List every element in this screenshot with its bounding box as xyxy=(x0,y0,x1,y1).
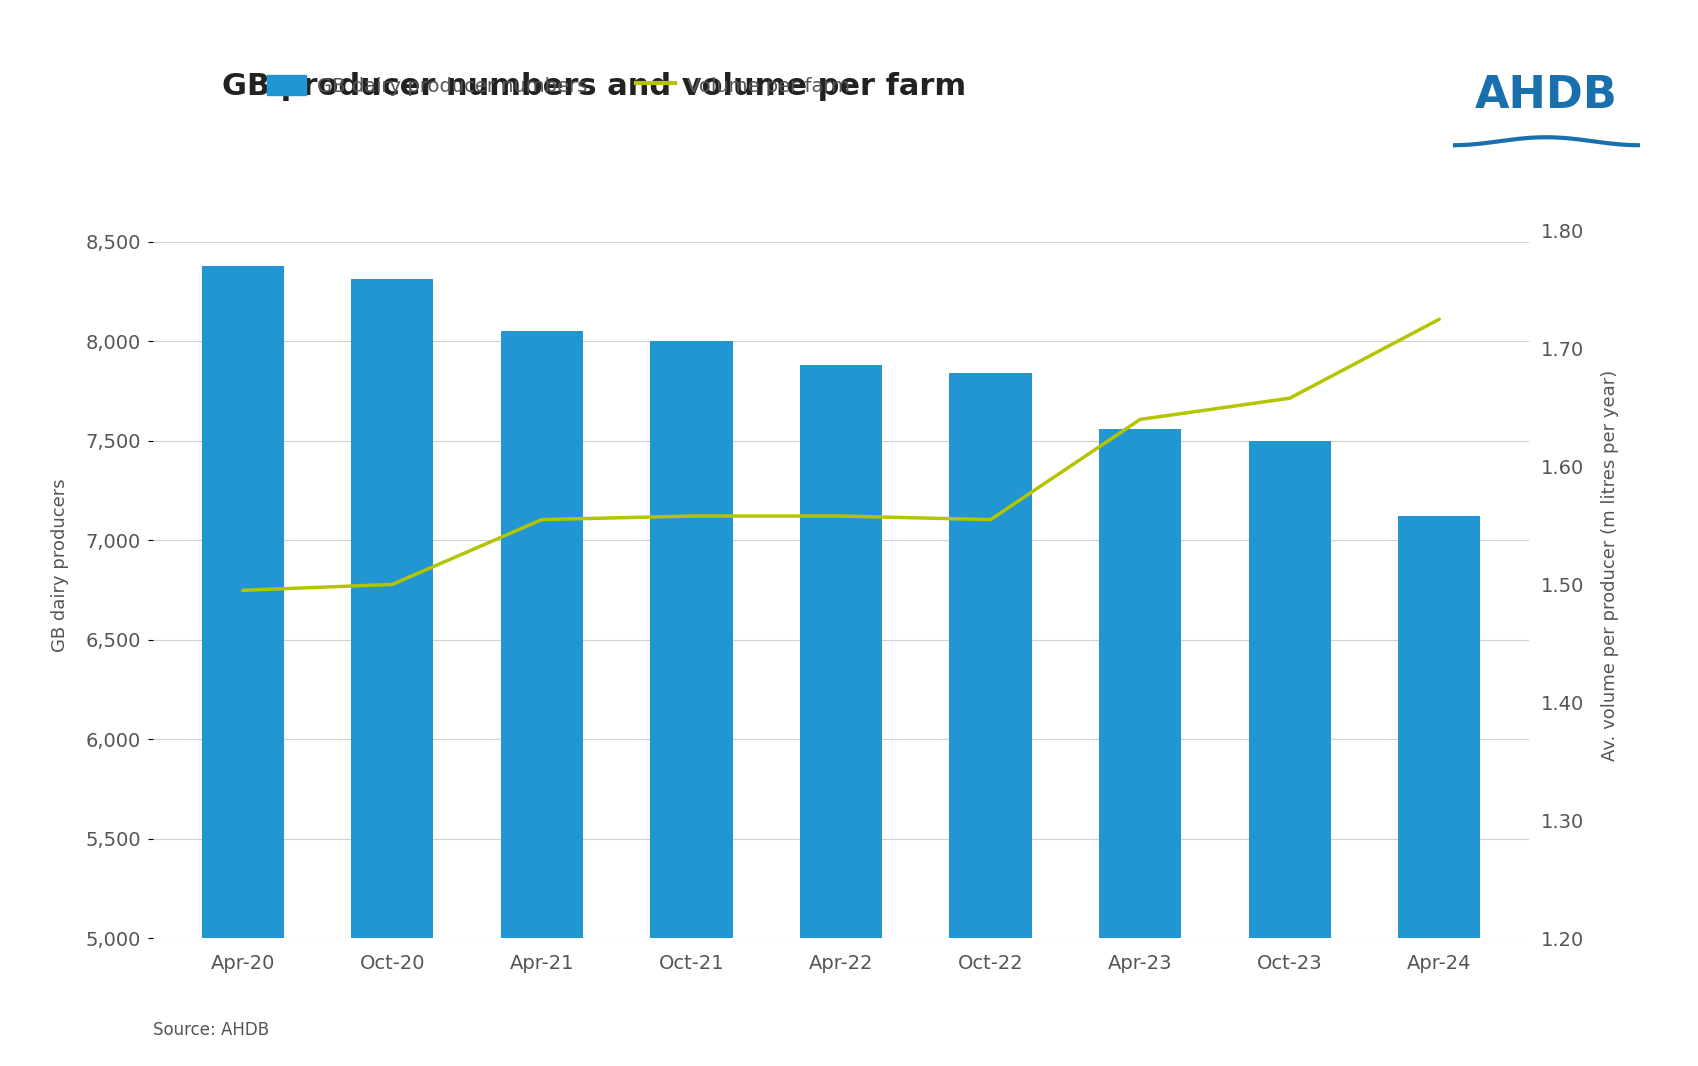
Bar xyxy=(1248,440,1330,1066)
Line: Volume per farm: Volume per farm xyxy=(243,319,1438,591)
Y-axis label: Av. volume per producer (m litres per year): Av. volume per producer (m litres per ye… xyxy=(1600,369,1618,761)
Volume per farm xyxy=(1129,413,1150,425)
Bar xyxy=(1099,429,1180,1066)
Volume per farm xyxy=(830,510,851,522)
Text: AHDB: AHDB xyxy=(1474,75,1616,117)
Bar xyxy=(650,341,732,1066)
Volume per farm xyxy=(681,510,701,522)
Text: Source: AHDB: Source: AHDB xyxy=(153,1021,268,1039)
Bar xyxy=(1397,516,1479,1066)
Bar xyxy=(202,265,284,1066)
Volume per farm xyxy=(382,578,402,591)
Legend: GB dairy producer numbers, Volume per farm: GB dairy producer numbers, Volume per fa… xyxy=(258,67,857,103)
Volume per farm xyxy=(1279,392,1299,405)
Volume per farm xyxy=(233,584,253,597)
Y-axis label: GB dairy producers: GB dairy producers xyxy=(51,479,70,651)
Text: GB producer numbers and volume per farm: GB producer numbers and volume per farm xyxy=(221,71,964,100)
Bar xyxy=(501,332,582,1066)
Bar xyxy=(800,365,881,1066)
Bar xyxy=(351,279,433,1066)
Volume per farm xyxy=(1428,312,1448,325)
Bar xyxy=(949,373,1031,1066)
Volume per farm xyxy=(980,513,1000,526)
Volume per farm xyxy=(531,513,552,526)
